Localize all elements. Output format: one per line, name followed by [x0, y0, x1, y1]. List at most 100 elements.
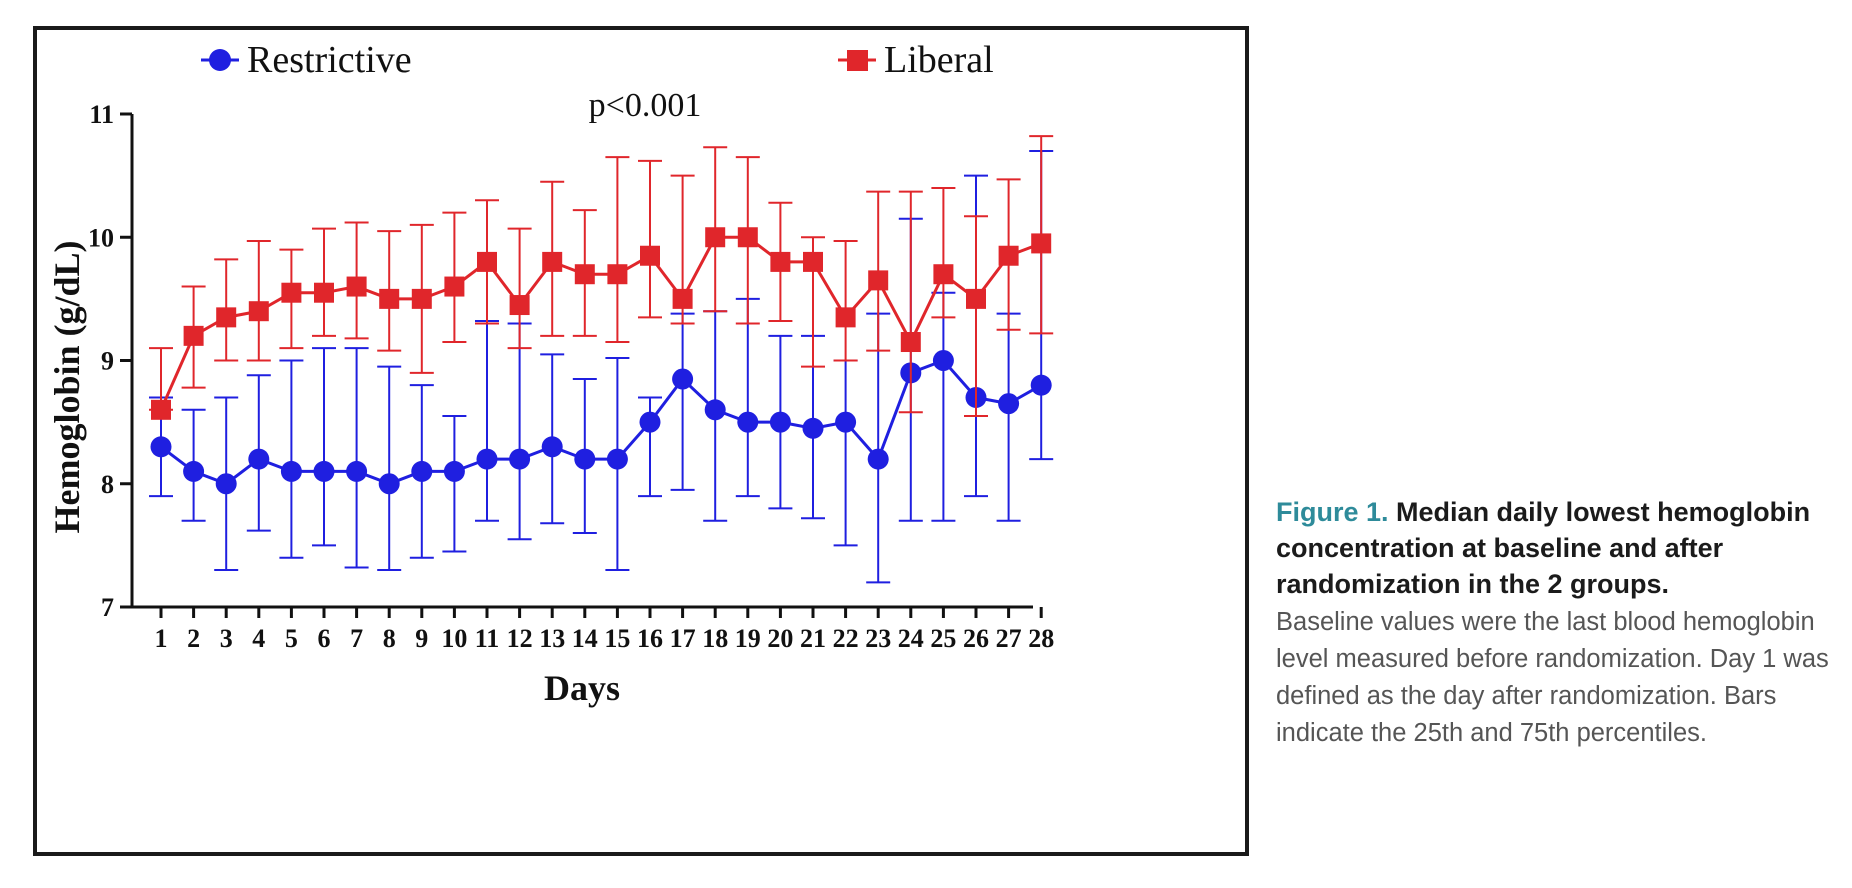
x-axis-title: Days [544, 668, 620, 708]
y-tick-label: 7 [101, 593, 114, 622]
data-point [183, 460, 205, 482]
data-point [607, 264, 628, 285]
x-tick-label: 2 [187, 624, 200, 653]
legend: Restrictive Liberal [201, 39, 994, 81]
data-point [411, 288, 432, 309]
x-tick-label: 24 [898, 624, 924, 653]
p-value-annotation: p<0.001 [589, 87, 702, 124]
data-point [314, 282, 334, 303]
data-point [281, 282, 302, 303]
x-tick-label: 27 [996, 624, 1022, 653]
series-line [160, 358, 1042, 486]
x-tick-label: 14 [572, 624, 598, 653]
data-point [770, 251, 791, 272]
data-point [215, 473, 237, 495]
y-tick-label: 8 [101, 470, 114, 499]
series-liberal [149, 135, 1054, 420]
data-point [672, 288, 693, 309]
data-point [346, 276, 367, 297]
x-tick-label: 5 [285, 624, 298, 653]
data-point [541, 436, 563, 458]
data-point [737, 411, 759, 433]
data-point [248, 301, 269, 322]
x-tick-label: 8 [383, 624, 396, 653]
x-tick-label: 16 [637, 624, 663, 653]
caption-title: Median daily lowest hemoglobin concentra… [1276, 497, 1811, 599]
x-tick-label: 26 [963, 624, 989, 653]
series-restrictive [149, 149, 1054, 584]
figure-number: Figure 1. [1276, 497, 1389, 527]
series-layer [149, 135, 1054, 584]
data-point [477, 251, 497, 272]
data-point [998, 245, 1019, 266]
legend-liberal-marker [847, 50, 868, 71]
legend-restrictive-label: Restrictive [247, 39, 412, 81]
y-axis-title: Hemoglobin (g/dL) [47, 240, 87, 533]
x-tick-label: 18 [702, 624, 728, 653]
data-point [183, 325, 204, 346]
x-tick-label: 13 [539, 624, 565, 653]
caption-body: Baseline values were the last blood hemo… [1276, 608, 1829, 747]
data-point [216, 307, 237, 328]
y-tick-label: 9 [101, 347, 114, 376]
data-point [737, 227, 758, 248]
data-point [509, 448, 531, 470]
data-point [705, 227, 726, 248]
x-tick-label: 23 [865, 624, 891, 653]
data-point [509, 295, 530, 316]
data-point [933, 264, 954, 285]
x-tick-label: 25 [930, 624, 956, 653]
data-point [313, 460, 335, 482]
data-point [835, 307, 856, 328]
legend-restrictive-marker [209, 49, 231, 71]
data-point [835, 411, 857, 433]
data-point [606, 448, 628, 470]
data-point [280, 460, 302, 482]
x-tick-label: 3 [220, 624, 233, 653]
x-tick-label: 22 [833, 624, 859, 653]
data-point [640, 245, 660, 266]
x-tick-label: 11 [475, 624, 500, 653]
x-tick-label: 4 [252, 624, 265, 653]
x-tick-label: 10 [441, 624, 467, 653]
data-point [444, 276, 465, 297]
data-point [378, 473, 400, 495]
x-tick-label: 17 [670, 624, 696, 653]
series-line [159, 235, 1042, 411]
y-tick-label: 10 [88, 223, 114, 252]
data-point [639, 411, 661, 433]
data-point [1030, 374, 1052, 396]
data-point [803, 251, 823, 272]
data-point [574, 448, 596, 470]
data-point [1031, 233, 1052, 254]
data-point [704, 399, 726, 421]
legend-liberal-label: Liberal [884, 39, 994, 81]
data-point [443, 460, 465, 482]
data-point [802, 417, 824, 439]
data-point [966, 288, 986, 309]
data-point [900, 332, 921, 353]
data-point [868, 270, 889, 291]
x-tick-label: 28 [1028, 624, 1054, 653]
x-tick-label: 15 [604, 624, 630, 653]
data-point [411, 460, 433, 482]
data-point [542, 251, 563, 272]
data-point [248, 448, 270, 470]
x-tick-label: 9 [415, 624, 428, 653]
x-tick-label: 6 [318, 624, 331, 653]
data-point [932, 350, 954, 371]
data-point [151, 399, 171, 420]
x-tick-label: 12 [507, 624, 533, 653]
y-tick-label: 11 [89, 100, 114, 129]
data-point [769, 411, 791, 433]
caption-title-block: Figure 1. Median daily lowest hemoglobin… [1276, 494, 1836, 602]
data-point [150, 436, 172, 458]
x-tick-label: 20 [767, 624, 793, 653]
data-point [672, 368, 694, 390]
x-tick-label: 19 [735, 624, 761, 653]
chart-frame: 7 8 9 10 11 1 2 3 4 5 6 7 8 9 10 11 12 13 14 15 16 17 18 19 20 21… [33, 26, 1249, 856]
x-tick-label: 1 [155, 624, 168, 653]
data-point [574, 264, 595, 285]
